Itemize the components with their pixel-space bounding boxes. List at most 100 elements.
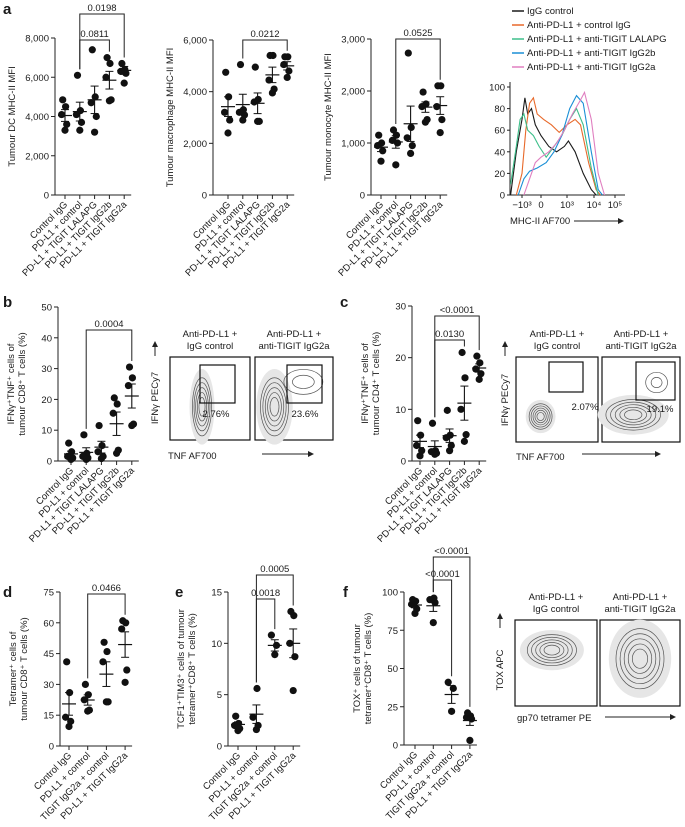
data-point	[379, 147, 387, 155]
flow-plot-title: anti-TIGIT IgG2a	[258, 341, 330, 352]
flow-contour	[536, 412, 545, 421]
data-point	[63, 120, 71, 128]
data-point	[235, 719, 243, 728]
data-point	[403, 134, 411, 142]
data-point	[423, 116, 431, 124]
data-point	[270, 85, 278, 93]
data-point	[232, 712, 240, 720]
gate-percentage: 2.07%	[572, 402, 599, 413]
data-point	[462, 431, 470, 439]
data-point	[375, 131, 383, 139]
data-point	[94, 448, 102, 456]
flow-plot-title: Anti-PD-L1 +	[267, 329, 322, 340]
data-point	[103, 54, 111, 62]
data-point	[123, 666, 131, 674]
significance-bracket	[79, 13, 125, 70]
data-point	[291, 653, 299, 661]
p-value-label: <0.0001	[434, 546, 469, 557]
x-tick-label: 0	[538, 200, 543, 211]
data-point	[239, 106, 247, 114]
data-point	[267, 631, 275, 639]
y-tick-label: 20	[494, 169, 505, 180]
y-tick-label: 30	[41, 364, 52, 375]
significance-bracket	[79, 39, 110, 70]
flow-contour	[535, 639, 569, 661]
flow-contour	[624, 409, 643, 421]
y-tick-label: 100	[489, 83, 505, 94]
flow-x-axis-label: gp70 tetramer PE	[517, 713, 591, 724]
y-axis-label: TOX⁺ cells of tumour	[352, 624, 363, 713]
flow-plot-title: anti-TIGIT IgG2a	[605, 341, 677, 352]
data-point	[461, 374, 469, 382]
gate-box	[286, 364, 323, 404]
flow-contour	[645, 371, 668, 394]
gate-percentage: 2.76%	[203, 409, 230, 420]
data-point	[85, 706, 93, 714]
arrow-head-icon	[502, 341, 508, 347]
flow-contour	[543, 644, 561, 656]
y-axis-label: Tetramer⁺ cells of	[8, 631, 19, 706]
y-tick-label: 10	[41, 426, 52, 437]
flow-contour	[530, 405, 551, 428]
data-point	[118, 59, 126, 68]
data-point	[77, 118, 86, 126]
y-tick-label: 50	[387, 664, 398, 675]
data-point	[99, 452, 107, 460]
data-point	[428, 419, 437, 427]
flow-plot-title: Anti-PD-L1 +	[614, 329, 669, 340]
significance-bracket	[432, 579, 453, 677]
y-tick-label: 20	[41, 395, 52, 406]
y-tick-label: 75	[43, 588, 54, 599]
data-point	[80, 431, 88, 439]
flow-x-axis-label: TNF AF700	[168, 451, 217, 462]
flow-plot-title: Anti-PD-L1 +	[183, 329, 238, 340]
y-tick-label: 40	[41, 333, 52, 344]
y-tick-label: 6,000	[25, 73, 49, 84]
flow-contour	[619, 633, 661, 685]
p-value-label: 0.0212	[250, 29, 279, 40]
data-point	[475, 375, 483, 383]
y-tick-label: 40	[494, 147, 505, 158]
flow-contour	[534, 409, 547, 424]
data-point	[407, 149, 415, 157]
data-point	[472, 365, 480, 373]
y-axis-label: tumour CD8⁺ T cells (%)	[19, 617, 30, 720]
data-point	[476, 359, 484, 367]
flow-contour	[610, 401, 657, 428]
data-point	[389, 126, 398, 134]
data-point	[430, 594, 438, 602]
flow-plot-title: Anti-PD-L1 +	[613, 592, 668, 603]
data-point	[58, 110, 66, 119]
data-point	[113, 400, 121, 408]
data-point	[226, 116, 234, 124]
p-value-label: 0.0018	[251, 588, 280, 599]
flow-density	[519, 629, 584, 671]
arrow-head-icon	[308, 451, 314, 457]
flow-contour	[264, 387, 285, 427]
flow-contour	[528, 403, 553, 430]
gate-box	[635, 361, 676, 401]
flow-plot-title: Anti-PD-L1 +	[530, 329, 585, 340]
data-point	[287, 607, 295, 616]
arrow-head-icon	[670, 714, 676, 720]
data-point	[114, 446, 122, 454]
data-point	[91, 128, 99, 136]
data-point	[83, 449, 91, 457]
p-value-label: <0.0001	[425, 569, 460, 580]
flow-y-axis-label: IFNγ PECy7	[500, 374, 511, 426]
data-point	[121, 678, 129, 686]
y-tick-label: 2,000	[183, 139, 207, 150]
data-point	[419, 88, 427, 96]
data-point	[63, 658, 71, 666]
flow-plot-title: IgG control	[534, 341, 580, 352]
y-tick-label: 60	[494, 126, 505, 137]
p-value-label: 0.0130	[435, 329, 464, 340]
flow-contour	[631, 648, 649, 669]
y-tick-label: 0	[217, 742, 222, 753]
flow-contour	[623, 638, 657, 679]
data-point	[76, 126, 84, 134]
flow-contour	[650, 377, 663, 388]
data-point	[119, 617, 127, 625]
histogram-series-line	[523, 90, 606, 196]
flow-x-axis-label: TNF AF700	[516, 452, 565, 463]
